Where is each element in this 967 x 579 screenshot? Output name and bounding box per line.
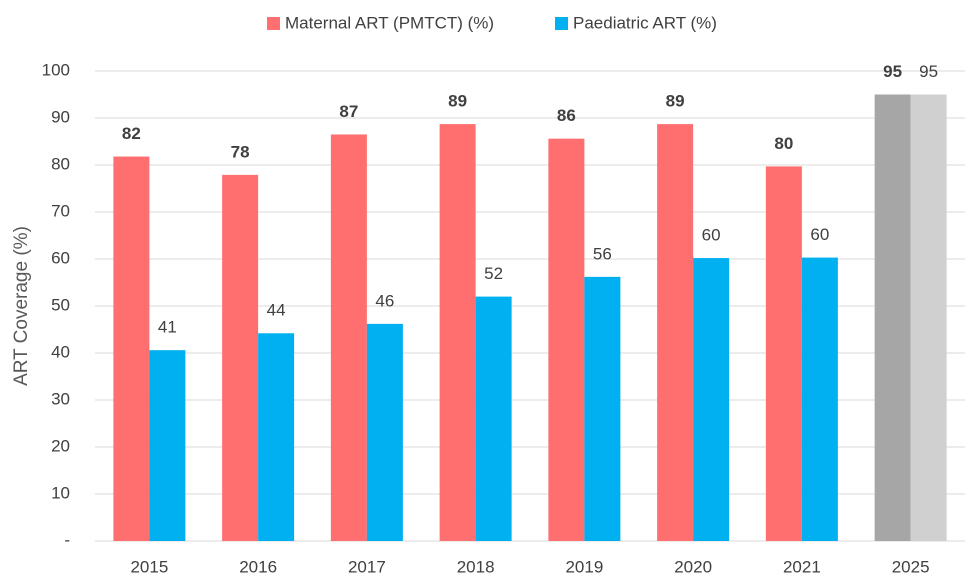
data-label: 56 <box>593 244 612 263</box>
data-label: 80 <box>774 134 793 153</box>
bar <box>149 350 186 541</box>
data-label: 89 <box>448 92 467 111</box>
bar <box>548 138 585 541</box>
data-label: 60 <box>702 226 721 245</box>
data-label: 41 <box>158 318 177 337</box>
x-tick-label: 2015 <box>130 557 168 576</box>
y-tick-label: - <box>64 530 70 549</box>
y-tick-label: 10 <box>51 483 70 502</box>
bar <box>765 166 802 541</box>
bar <box>910 94 947 541</box>
bar <box>693 258 730 541</box>
x-tick-label: 2019 <box>565 557 603 576</box>
legend-swatch <box>267 17 280 30</box>
y-tick-label: 90 <box>51 107 70 126</box>
bar <box>222 174 259 541</box>
bar <box>475 296 512 541</box>
data-label: 44 <box>267 301 286 320</box>
bar <box>584 276 621 541</box>
data-label: 82 <box>122 124 141 143</box>
x-tick-label: 2025 <box>892 557 930 576</box>
x-tick-label: 2018 <box>457 557 495 576</box>
bar <box>439 124 476 542</box>
y-tick-label: 40 <box>51 342 70 361</box>
bar <box>801 257 838 541</box>
data-label: 60 <box>810 225 829 244</box>
legend-label: Paediatric ART (%) <box>573 13 717 32</box>
y-axis-label: ART Coverage (%) <box>11 226 32 386</box>
x-tick-label: 2016 <box>239 557 277 576</box>
data-label: 52 <box>484 264 503 283</box>
x-tick-label: 2020 <box>674 557 712 576</box>
y-tick-label: 70 <box>51 201 70 220</box>
x-tick-label: 2017 <box>348 557 386 576</box>
data-label: 89 <box>666 92 685 111</box>
y-tick-label: 60 <box>51 248 70 267</box>
bar <box>258 333 295 541</box>
y-tick-label: 100 <box>42 60 70 79</box>
data-label: 86 <box>557 106 576 125</box>
y-tick-label: 30 <box>51 389 70 408</box>
y-tick-label: 20 <box>51 436 70 455</box>
bar <box>874 94 911 541</box>
x-tick-label: 2021 <box>783 557 821 576</box>
data-label: 78 <box>231 142 250 161</box>
y-tick-label: 80 <box>51 154 70 173</box>
legend-swatch <box>555 17 568 30</box>
data-label: 95 <box>919 62 938 81</box>
data-label: 46 <box>375 291 394 310</box>
bar <box>366 323 403 541</box>
y-tick-label: 50 <box>51 295 70 314</box>
bar <box>113 156 150 542</box>
legend-label: Maternal ART (PMTCT) (%) <box>285 13 494 32</box>
bar <box>330 134 367 541</box>
data-label: 95 <box>883 62 902 81</box>
bar <box>657 124 694 542</box>
data-label: 87 <box>339 102 358 121</box>
